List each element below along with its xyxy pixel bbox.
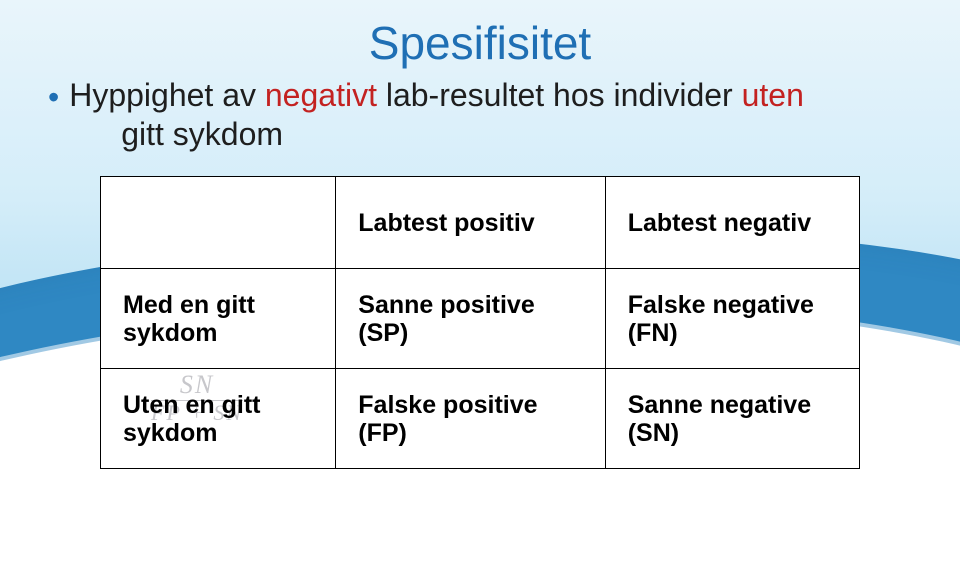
cell-fp: Falske positive (FP): [336, 369, 605, 469]
subtitle-seg3: lab-resultet hos individer: [377, 77, 742, 113]
subtitle-seg-uten: uten: [742, 77, 804, 113]
rowhead-med-l1: Med en gitt: [123, 291, 317, 319]
subtitle-seg-negativt: negativt: [265, 77, 377, 113]
header-labtest-negativ: Labtest negativ: [605, 177, 859, 269]
contingency-table: Labtest positiv Labtest negativ Med en g…: [100, 176, 860, 469]
cell-fp-l2: (FP): [358, 419, 586, 447]
header-labtest-positiv: Labtest positiv: [336, 177, 605, 269]
rowhead-uten-l2: sykdom: [123, 419, 317, 447]
header-col2-label: Labtest negativ: [628, 209, 841, 237]
cell-fn: Falske negative (FN): [605, 269, 859, 369]
cell-sp: Sanne positive (SP): [336, 269, 605, 369]
rowhead-med-l2: sykdom: [123, 319, 317, 347]
subtitle-seg1: Hyppighet av: [69, 77, 265, 113]
rowhead-uten-l1: Uten en gitt: [123, 391, 317, 419]
row-med-sykdom: Med en gitt sykdom Sanne positive (SP) F…: [101, 269, 860, 369]
subtitle: • Hyppighet av negativt lab-resultet hos…: [40, 76, 920, 154]
cell-sn-l2: (SN): [628, 419, 841, 447]
subtitle-text: Hyppighet av negativt lab-resultet hos i…: [69, 76, 804, 154]
header-empty-cell: [101, 177, 336, 269]
cell-sp-l2: (SP): [358, 319, 586, 347]
subtitle-line2: gitt sykdom: [69, 115, 804, 154]
row-uten-sykdom: SN FP + SN Uten en gitt sykdom Falske po…: [101, 369, 860, 469]
table-header-row: Labtest positiv Labtest negativ: [101, 177, 860, 269]
slide-content: Spesifisitet • Hyppighet av negativt lab…: [0, 0, 960, 568]
cell-sn: Sanne negative (SN): [605, 369, 859, 469]
header-col1-label: Labtest positiv: [358, 209, 586, 237]
rowhead-med: Med en gitt sykdom: [101, 269, 336, 369]
cell-sn-l1: Sanne negative: [628, 391, 841, 419]
cell-fn-l2: (FN): [628, 319, 841, 347]
rowhead-uten: SN FP + SN Uten en gitt sykdom: [101, 369, 336, 469]
slide-title: Spesifisitet: [40, 16, 920, 70]
cell-fp-l1: Falske positive: [358, 391, 586, 419]
bullet-icon: •: [48, 76, 59, 116]
cell-fn-l1: Falske negative: [628, 291, 841, 319]
cell-sp-l1: Sanne positive: [358, 291, 586, 319]
